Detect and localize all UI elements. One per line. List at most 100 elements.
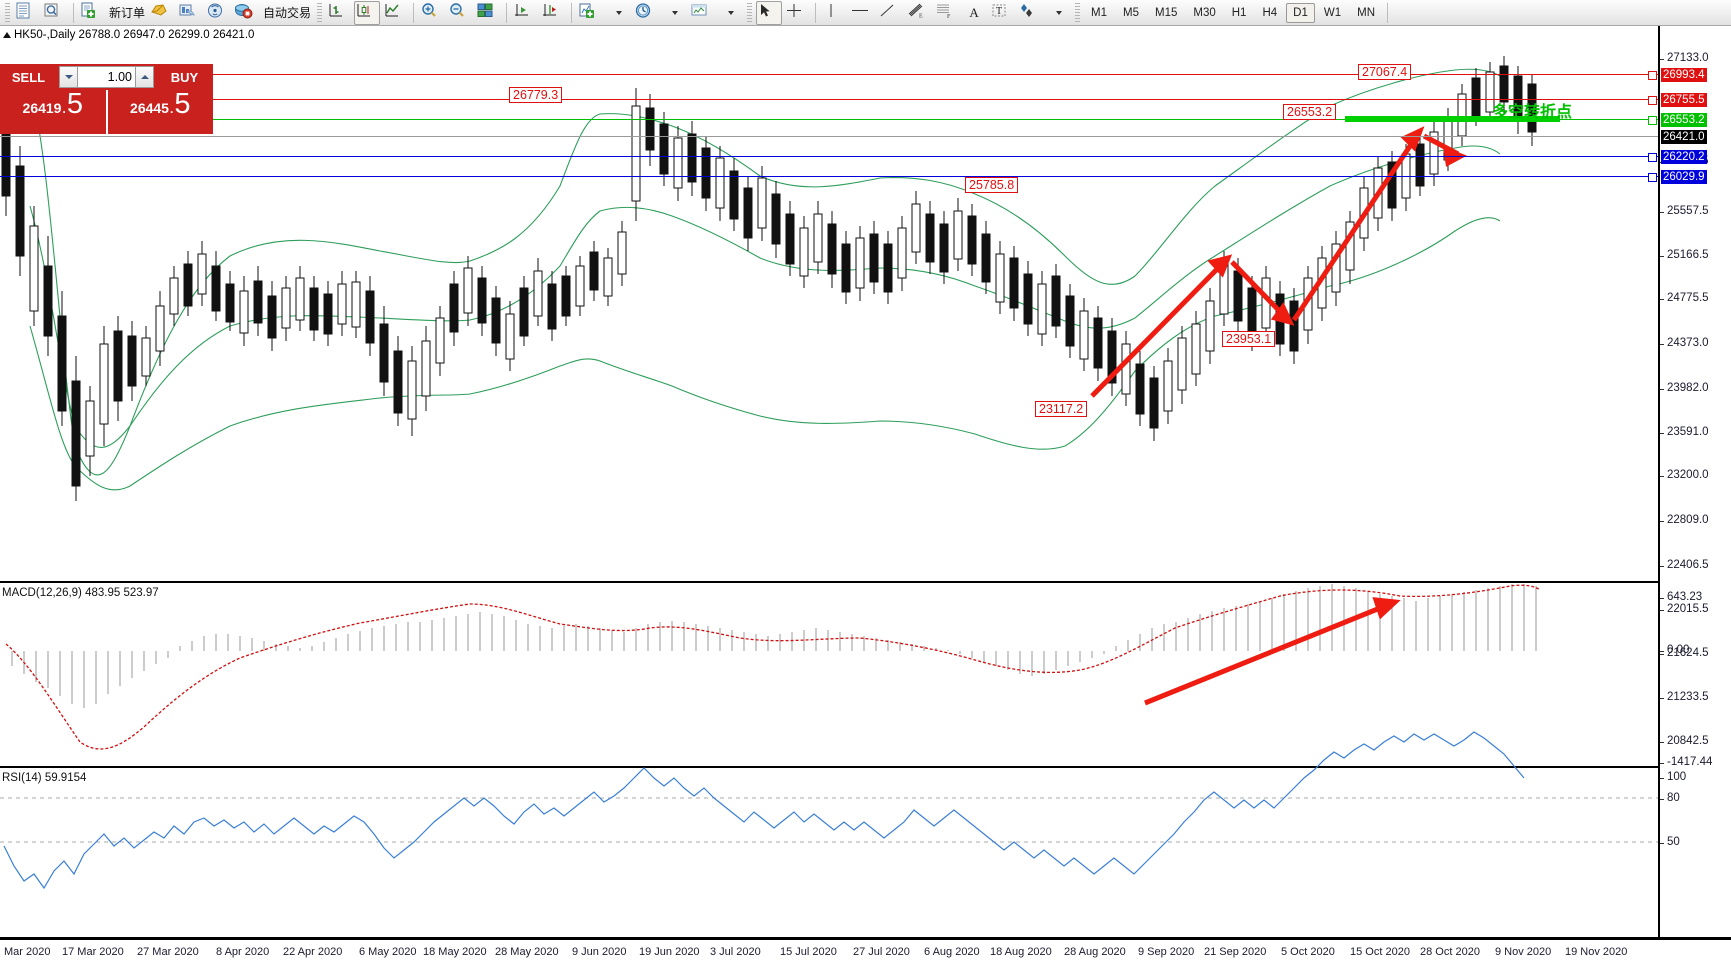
swing-label-25785[interactable]: 25785.8: [965, 177, 1019, 193]
price-badge-26993[interactable]: 26993.4: [1661, 68, 1707, 82]
x-tick-7: 28 May 2020: [495, 946, 559, 958]
price-line-handle-26755[interactable]: [1648, 96, 1657, 105]
crosshair-icon[interactable]: [784, 1, 810, 25]
vertical-line-icon[interactable]: [821, 1, 847, 25]
price-line-handle-26220[interactable]: [1648, 153, 1657, 162]
toolbar-grip-3[interactable]: [747, 2, 753, 23]
x-tick-22: 19 Nov 2020: [1565, 946, 1628, 958]
price-badge-26755[interactable]: 26755.5: [1661, 93, 1707, 107]
cursor-icon[interactable]: [756, 0, 783, 25]
timeframe-m1[interactable]: M1: [1091, 6, 1108, 19]
price-line-handle-26993[interactable]: [1648, 71, 1657, 80]
horizontal-line-icon[interactable]: [849, 1, 875, 25]
new-order-label[interactable]: 新订单: [109, 6, 146, 20]
price-line-26755[interactable]: [0, 99, 1658, 100]
y-tick-22015: 22015.5: [1660, 603, 1731, 615]
chart-canvas[interactable]: HK50-,Daily 26788.0 26947.0 26299.0 2642…: [0, 26, 1731, 970]
new-order-icon[interactable]: [79, 1, 105, 25]
caret-up-icon[interactable]: [135, 66, 154, 88]
swing-label-23117[interactable]: 23117.2: [1035, 401, 1088, 417]
shapes-icon[interactable]: [1017, 1, 1043, 25]
timeframe-m5[interactable]: M5: [1123, 6, 1139, 19]
timeframe-w1[interactable]: W1: [1323, 6, 1342, 19]
market-watch-icon[interactable]: [14, 1, 40, 25]
volume-stepper[interactable]: 1.00: [57, 64, 156, 90]
price-line-26993[interactable]: [0, 74, 1658, 75]
signals-icon[interactable]: [205, 1, 231, 25]
timeframe-h4[interactable]: H4: [1262, 6, 1278, 19]
one-click-trading-panel[interactable]: SELL 1.00 BUY 26419 . 5: [0, 64, 213, 134]
indicators-dropdown-caret[interactable]: [605, 1, 631, 25]
shapes-dropdown-caret[interactable]: [1045, 1, 1071, 25]
timeframe-mn[interactable]: MN: [1357, 6, 1375, 19]
timeframe-m15[interactable]: M15: [1155, 6, 1178, 19]
shift-chart-icon[interactable]: [512, 1, 538, 25]
price-line-handle-26029[interactable]: [1648, 173, 1657, 182]
x-tick-20: 28 Oct 2020: [1420, 946, 1480, 958]
toolbar-grip-4[interactable]: [1075, 2, 1081, 23]
period-clock-icon[interactable]: [633, 1, 659, 25]
y-tick-22809: 22809.0: [1660, 514, 1731, 526]
y-tick-25166: 25166.5: [1660, 249, 1731, 261]
toolbar-separator: [73, 2, 74, 23]
toolbar-grip[interactable]: [5, 2, 10, 23]
price-line-26029[interactable]: [0, 176, 1658, 177]
price-line-26553[interactable]: [0, 119, 1658, 120]
price-pane-graphics: [0, 56, 1658, 890]
timeframe-d1[interactable]: D1: [1286, 2, 1315, 23]
zoom-out-icon[interactable]: [447, 1, 473, 25]
candlestick-chart-icon[interactable]: [354, 0, 381, 25]
templates-dropdown-caret[interactable]: [717, 1, 743, 25]
indicators-icon[interactable]: [577, 1, 603, 25]
price-badge-last: 26421.0: [1661, 130, 1707, 144]
swing-label-23953[interactable]: 23953.1: [1222, 331, 1276, 347]
buy-price[interactable]: 26445 . 5: [107, 90, 213, 134]
text-label-tool-icon[interactable]: T: [989, 1, 1015, 25]
swing-label-26553[interactable]: 26553.2: [1283, 104, 1337, 120]
timeframe-m30[interactable]: M30: [1193, 6, 1216, 19]
trendline-icon[interactable]: [877, 1, 903, 25]
macd-indicator-label[interactable]: MACD(12,26,9) 483.95 523.97: [2, 587, 159, 599]
swing-label-26779[interactable]: 26779.3: [509, 87, 563, 103]
history-icon[interactable]: [149, 1, 175, 25]
timeframe-h1[interactable]: H1: [1231, 6, 1247, 19]
strategy-tester-icon[interactable]: [177, 1, 203, 25]
sell-button[interactable]: SELL: [0, 64, 57, 90]
bar-chart-icon[interactable]: [326, 1, 352, 25]
data-window-icon[interactable]: [42, 1, 68, 25]
x-tick-13: 6 Aug 2020: [924, 946, 980, 958]
buy-button[interactable]: BUY: [156, 64, 213, 90]
svg-text:T: T: [996, 6, 1002, 17]
caret-down-icon[interactable]: [59, 66, 78, 88]
y-tick-24373: 24373.0: [1660, 337, 1731, 349]
date-axis[interactable]: Mar 2020 17 Mar 2020 27 Mar 2020 8 Apr 2…: [0, 939, 1731, 970]
price-badge-26029[interactable]: 26029.9: [1661, 170, 1707, 184]
volume-input[interactable]: 1.00: [78, 66, 135, 88]
toolbar-grip-2[interactable]: [317, 2, 323, 23]
sell-price-frac: 5: [66, 88, 83, 120]
auto-trading-icon[interactable]: [233, 1, 259, 25]
swing-label-27067[interactable]: 27067.4: [1358, 64, 1412, 80]
equidistant-channel-icon[interactable]: E: [905, 1, 931, 25]
tile-windows-icon[interactable]: [475, 1, 501, 25]
period-dropdown-caret[interactable]: [661, 1, 687, 25]
candlestick-series: [1, 56, 1537, 501]
sell-price[interactable]: 26419 . 5: [0, 90, 108, 134]
text-tool-icon[interactable]: A: [969, 4, 979, 20]
auto-trading-label[interactable]: 自动交易: [263, 6, 312, 20]
macd-signal-line: [5, 584, 1541, 750]
templates-icon[interactable]: [689, 1, 715, 25]
price-badge-26553[interactable]: 26553.2: [1661, 113, 1707, 127]
x-tick-2: 27 Mar 2020: [137, 946, 199, 958]
green-resistance-segment[interactable]: [1345, 116, 1560, 122]
x-tick-5: 6 May 2020: [359, 946, 417, 958]
auto-scroll-icon[interactable]: [540, 1, 566, 25]
line-chart-icon[interactable]: [382, 1, 408, 25]
rsi-indicator-label[interactable]: RSI(14) 59.9154: [2, 772, 87, 784]
fibonacci-retracement-icon[interactable]: F: [933, 1, 959, 25]
price-badge-26220[interactable]: 26220.2: [1661, 150, 1707, 164]
zoom-in-icon[interactable]: [419, 1, 445, 25]
price-line-handle-26553[interactable]: [1648, 116, 1657, 125]
price-line-26220[interactable]: [0, 156, 1658, 157]
x-tick-15: 28 Aug 2020: [1064, 946, 1126, 958]
